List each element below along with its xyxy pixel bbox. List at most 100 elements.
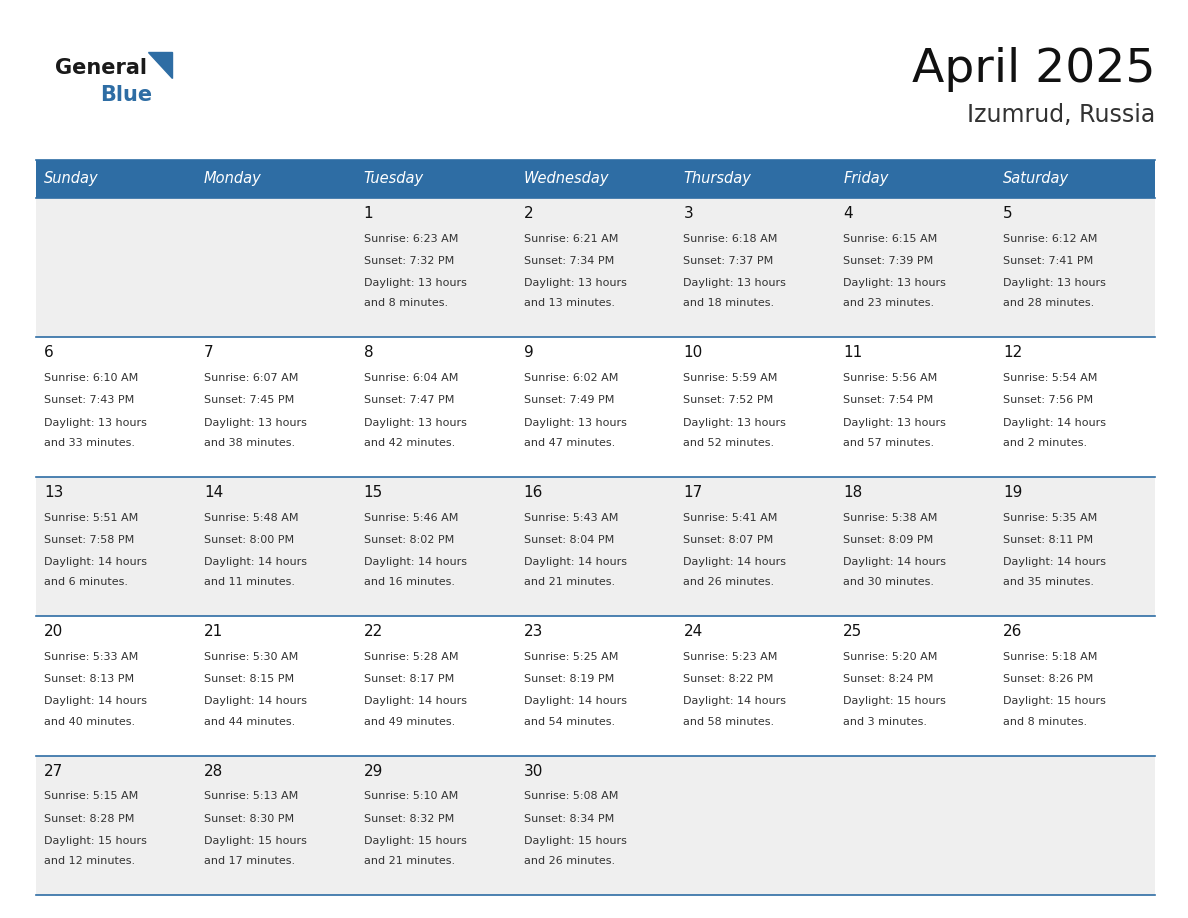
- Text: and 21 minutes.: and 21 minutes.: [364, 856, 455, 866]
- Text: 30: 30: [524, 764, 543, 778]
- Text: 17: 17: [683, 485, 702, 499]
- Text: Sunset: 7:52 PM: Sunset: 7:52 PM: [683, 396, 773, 406]
- Text: Daylight: 13 hours: Daylight: 13 hours: [524, 418, 626, 428]
- Text: 25: 25: [843, 624, 862, 639]
- Text: Sunrise: 5:08 AM: Sunrise: 5:08 AM: [524, 791, 618, 801]
- Text: Friday: Friday: [843, 172, 889, 186]
- Text: Sunrise: 5:41 AM: Sunrise: 5:41 AM: [683, 512, 778, 522]
- Text: Daylight: 14 hours: Daylight: 14 hours: [364, 557, 467, 567]
- Text: Sunset: 8:30 PM: Sunset: 8:30 PM: [204, 813, 293, 823]
- Text: Sunrise: 5:54 AM: Sunrise: 5:54 AM: [1003, 373, 1098, 383]
- Text: 11: 11: [843, 345, 862, 361]
- Text: 13: 13: [44, 485, 63, 499]
- Text: Sunrise: 5:30 AM: Sunrise: 5:30 AM: [204, 652, 298, 662]
- Text: Sunrise: 5:35 AM: Sunrise: 5:35 AM: [1003, 512, 1098, 522]
- Text: Sunset: 7:56 PM: Sunset: 7:56 PM: [1003, 396, 1093, 406]
- Text: 18: 18: [843, 485, 862, 499]
- Text: 14: 14: [204, 485, 223, 499]
- Text: Sunset: 7:41 PM: Sunset: 7:41 PM: [1003, 256, 1093, 266]
- Text: 24: 24: [683, 624, 702, 639]
- Text: Daylight: 13 hours: Daylight: 13 hours: [44, 418, 147, 428]
- Text: 10: 10: [683, 345, 702, 361]
- Text: Blue: Blue: [100, 85, 152, 105]
- Text: Daylight: 14 hours: Daylight: 14 hours: [44, 697, 147, 706]
- Text: Sunset: 8:22 PM: Sunset: 8:22 PM: [683, 674, 773, 684]
- Bar: [36, 160, 1155, 198]
- Text: 4: 4: [843, 206, 853, 221]
- Text: Sunrise: 5:48 AM: Sunrise: 5:48 AM: [204, 512, 298, 522]
- Text: 12: 12: [1003, 345, 1023, 361]
- Text: Daylight: 15 hours: Daylight: 15 hours: [364, 835, 467, 845]
- Text: Sunrise: 6:10 AM: Sunrise: 6:10 AM: [44, 373, 138, 383]
- Text: Sunset: 7:34 PM: Sunset: 7:34 PM: [524, 256, 614, 266]
- Text: Sunrise: 5:28 AM: Sunrise: 5:28 AM: [364, 652, 459, 662]
- Text: and 18 minutes.: and 18 minutes.: [683, 298, 775, 308]
- Text: Sunset: 7:49 PM: Sunset: 7:49 PM: [524, 396, 614, 406]
- Text: and 49 minutes.: and 49 minutes.: [364, 717, 455, 727]
- Text: and 40 minutes.: and 40 minutes.: [44, 717, 135, 727]
- Text: 27: 27: [44, 764, 63, 778]
- Text: Daylight: 14 hours: Daylight: 14 hours: [524, 697, 626, 706]
- Text: Sunrise: 5:51 AM: Sunrise: 5:51 AM: [44, 512, 138, 522]
- Text: Sunday: Sunday: [44, 172, 99, 186]
- Text: Daylight: 13 hours: Daylight: 13 hours: [843, 418, 946, 428]
- Text: Sunset: 8:15 PM: Sunset: 8:15 PM: [204, 674, 293, 684]
- Text: 6: 6: [44, 345, 53, 361]
- Text: Tuesday: Tuesday: [364, 172, 424, 186]
- Text: and 3 minutes.: and 3 minutes.: [843, 717, 928, 727]
- Text: Sunset: 8:32 PM: Sunset: 8:32 PM: [364, 813, 454, 823]
- Text: Sunrise: 5:43 AM: Sunrise: 5:43 AM: [524, 512, 618, 522]
- Text: Sunrise: 6:15 AM: Sunrise: 6:15 AM: [843, 234, 937, 244]
- Text: Sunset: 8:00 PM: Sunset: 8:00 PM: [204, 535, 293, 544]
- Text: Daylight: 13 hours: Daylight: 13 hours: [843, 278, 946, 288]
- Text: Daylight: 14 hours: Daylight: 14 hours: [204, 557, 307, 567]
- Text: Thursday: Thursday: [683, 172, 751, 186]
- Text: Daylight: 13 hours: Daylight: 13 hours: [683, 418, 786, 428]
- Text: 2: 2: [524, 206, 533, 221]
- Text: Sunset: 7:58 PM: Sunset: 7:58 PM: [44, 535, 134, 544]
- Text: 21: 21: [204, 624, 223, 639]
- Bar: [36, 756, 1155, 895]
- Text: 1: 1: [364, 206, 373, 221]
- Text: 5: 5: [1003, 206, 1012, 221]
- Text: 23: 23: [524, 624, 543, 639]
- Text: Sunrise: 5:20 AM: Sunrise: 5:20 AM: [843, 652, 937, 662]
- Text: and 13 minutes.: and 13 minutes.: [524, 298, 614, 308]
- Text: and 44 minutes.: and 44 minutes.: [204, 717, 295, 727]
- Text: Sunset: 7:45 PM: Sunset: 7:45 PM: [204, 396, 295, 406]
- Text: Daylight: 15 hours: Daylight: 15 hours: [524, 835, 626, 845]
- Text: Sunrise: 6:18 AM: Sunrise: 6:18 AM: [683, 234, 778, 244]
- Text: Sunset: 7:47 PM: Sunset: 7:47 PM: [364, 396, 454, 406]
- Bar: [36, 616, 1155, 756]
- Text: Sunset: 8:17 PM: Sunset: 8:17 PM: [364, 674, 454, 684]
- Text: Sunrise: 5:59 AM: Sunrise: 5:59 AM: [683, 373, 778, 383]
- Text: Sunset: 8:11 PM: Sunset: 8:11 PM: [1003, 535, 1093, 544]
- Text: Sunset: 7:43 PM: Sunset: 7:43 PM: [44, 396, 134, 406]
- Text: Daylight: 15 hours: Daylight: 15 hours: [1003, 697, 1106, 706]
- Text: Daylight: 13 hours: Daylight: 13 hours: [204, 418, 307, 428]
- Text: and 8 minutes.: and 8 minutes.: [364, 298, 448, 308]
- Text: and 6 minutes.: and 6 minutes.: [44, 577, 128, 588]
- Text: and 26 minutes.: and 26 minutes.: [524, 856, 614, 866]
- Text: Sunset: 8:02 PM: Sunset: 8:02 PM: [364, 535, 454, 544]
- Text: Sunset: 7:39 PM: Sunset: 7:39 PM: [843, 256, 934, 266]
- Text: 16: 16: [524, 485, 543, 499]
- Text: and 30 minutes.: and 30 minutes.: [843, 577, 934, 588]
- Text: 28: 28: [204, 764, 223, 778]
- Text: and 52 minutes.: and 52 minutes.: [683, 438, 775, 448]
- Text: Daylight: 14 hours: Daylight: 14 hours: [1003, 557, 1106, 567]
- Text: Sunrise: 5:46 AM: Sunrise: 5:46 AM: [364, 512, 459, 522]
- Bar: [36, 198, 1155, 338]
- Text: Sunrise: 6:21 AM: Sunrise: 6:21 AM: [524, 234, 618, 244]
- Text: Sunset: 7:54 PM: Sunset: 7:54 PM: [843, 396, 934, 406]
- Text: and 42 minutes.: and 42 minutes.: [364, 438, 455, 448]
- Text: Saturday: Saturday: [1003, 172, 1069, 186]
- Text: Daylight: 14 hours: Daylight: 14 hours: [204, 697, 307, 706]
- Text: Sunset: 8:28 PM: Sunset: 8:28 PM: [44, 813, 134, 823]
- Bar: [36, 476, 1155, 616]
- Text: Sunrise: 5:33 AM: Sunrise: 5:33 AM: [44, 652, 138, 662]
- Text: Sunrise: 5:13 AM: Sunrise: 5:13 AM: [204, 791, 298, 801]
- Text: Daylight: 13 hours: Daylight: 13 hours: [1003, 278, 1106, 288]
- Polygon shape: [148, 52, 172, 78]
- Text: and 21 minutes.: and 21 minutes.: [524, 577, 614, 588]
